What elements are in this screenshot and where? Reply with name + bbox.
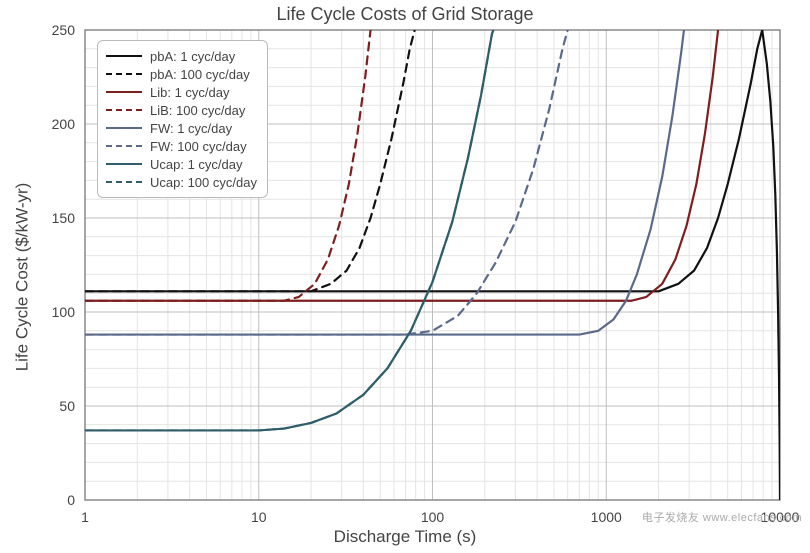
x-tick-label: 1 (81, 509, 89, 525)
legend-item: Lib: 1 cyc/day (106, 83, 257, 101)
legend-swatch (106, 145, 142, 147)
chart-container: Life Cycle Costs of Grid Storage Life Cy… (0, 0, 810, 553)
x-tick-label: 10 (251, 509, 267, 525)
y-tick-label: 200 (25, 116, 75, 132)
legend-swatch (106, 127, 142, 129)
legend-item: LiB: 100 cyc/day (106, 101, 257, 119)
x-tick-label: 100 (421, 509, 444, 525)
x-tick-label: 1000 (591, 509, 622, 525)
y-tick-label: 100 (25, 304, 75, 320)
legend-label: Ucap: 1 cyc/day (150, 157, 243, 172)
legend-swatch (106, 55, 142, 57)
legend-item: pbA: 1 cyc/day (106, 47, 257, 65)
y-tick-label: 50 (25, 398, 75, 414)
legend-label: FW: 100 cyc/day (150, 139, 247, 154)
series-line (762, 30, 780, 500)
legend-label: pbA: 100 cyc/day (150, 67, 250, 82)
legend-item: pbA: 100 cyc/day (106, 65, 257, 83)
watermark-text: 电子发烧友 www.elecfans.com (642, 509, 802, 525)
y-tick-label: 250 (25, 22, 75, 38)
legend-item: FW: 100 cyc/day (106, 137, 257, 155)
legend-swatch (106, 181, 142, 183)
legend-item: Ucap: 100 cyc/day (106, 173, 257, 191)
legend-label: FW: 1 cyc/day (150, 121, 232, 136)
legend-swatch (106, 109, 142, 111)
legend-label: Ucap: 100 cyc/day (150, 175, 257, 190)
legend-item: FW: 1 cyc/day (106, 119, 257, 137)
legend-swatch (106, 163, 142, 165)
legend-label: Lib: 1 cyc/day (150, 85, 230, 100)
legend-label: LiB: 100 cyc/day (150, 103, 245, 118)
y-tick-label: 150 (25, 210, 75, 226)
legend-item: Ucap: 1 cyc/day (106, 155, 257, 173)
legend-swatch (106, 91, 142, 93)
legend: pbA: 1 cyc/day pbA: 100 cyc/day Lib: 1 cyc… (97, 40, 268, 198)
legend-swatch (106, 73, 142, 75)
legend-label: pbA: 1 cyc/day (150, 49, 235, 64)
y-tick-label: 0 (25, 492, 75, 508)
